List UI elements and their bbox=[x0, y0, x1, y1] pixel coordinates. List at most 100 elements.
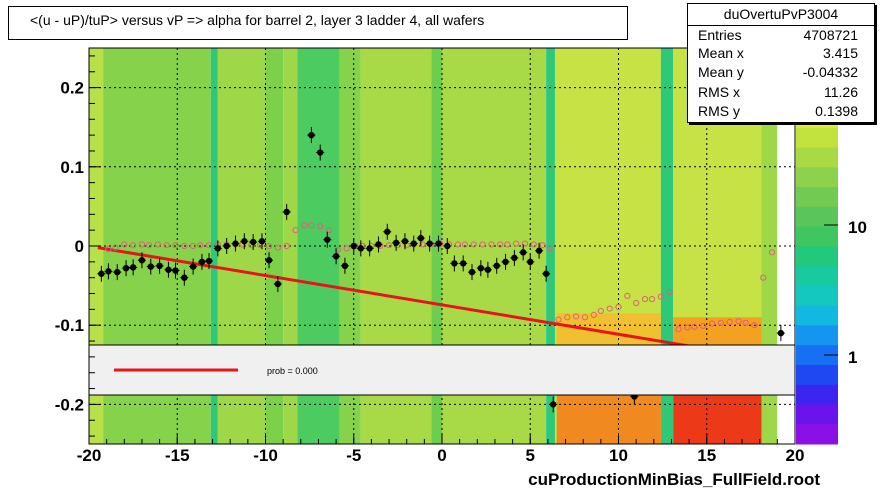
mean-point bbox=[172, 242, 179, 249]
profile-point bbox=[265, 257, 273, 264]
profile-point bbox=[283, 208, 290, 216]
mean-point bbox=[292, 227, 299, 234]
profile-point bbox=[426, 240, 433, 247]
mean-point bbox=[283, 242, 290, 250]
profile-point bbox=[274, 280, 282, 288]
color-bar-label: 1 bbox=[848, 348, 857, 367]
profile-point bbox=[468, 268, 476, 276]
mean-point bbox=[181, 242, 188, 250]
color-bar-cell bbox=[796, 147, 838, 168]
mean-point bbox=[325, 227, 333, 234]
mean-point bbox=[470, 241, 477, 248]
mean-point bbox=[205, 242, 213, 249]
color-bar-cell bbox=[796, 167, 838, 188]
x-tick-label: 10 bbox=[609, 446, 628, 465]
profile-point bbox=[241, 238, 248, 245]
stats-histogram-name: duOvertuPvP3004 bbox=[723, 6, 839, 22]
mean-point bbox=[539, 242, 546, 249]
footer-filename: cuProductionMinBias_FullField.root bbox=[528, 470, 820, 489]
profile-point bbox=[205, 257, 213, 265]
profile-point bbox=[366, 245, 373, 252]
mean-point bbox=[768, 249, 776, 256]
profile-point bbox=[324, 236, 331, 243]
profile-point bbox=[258, 238, 266, 245]
mean-point bbox=[751, 322, 758, 329]
stats-row-mean-x: Mean x 3.415 bbox=[688, 45, 874, 65]
mean-point bbox=[564, 314, 571, 321]
mean-point bbox=[513, 240, 520, 247]
mean-point bbox=[154, 241, 161, 248]
mean-point bbox=[454, 241, 461, 248]
mean-point bbox=[700, 322, 707, 330]
color-bar-cell bbox=[796, 305, 838, 326]
color-bar-cell bbox=[796, 424, 838, 445]
stats-label: RMS y bbox=[698, 103, 740, 119]
profile-point bbox=[156, 262, 163, 269]
profile-point bbox=[105, 268, 112, 275]
mean-point bbox=[555, 316, 562, 323]
color-bar-cell bbox=[796, 127, 838, 149]
mean-point bbox=[760, 274, 767, 281]
mean-point bbox=[641, 295, 649, 303]
mean-point bbox=[597, 307, 604, 315]
mean-point bbox=[691, 323, 698, 330]
profile-point bbox=[444, 242, 451, 250]
stats-label: Mean y bbox=[698, 64, 744, 80]
profile-point bbox=[493, 262, 500, 269]
x-tick-label: -20 bbox=[77, 446, 102, 465]
color-bar-cell bbox=[796, 285, 838, 307]
mean-point bbox=[419, 241, 426, 248]
profile-point bbox=[181, 274, 188, 281]
mean-point bbox=[735, 318, 742, 325]
stats-value: 11.26 bbox=[824, 84, 858, 100]
profile-point bbox=[459, 260, 467, 267]
mean-point bbox=[121, 241, 128, 248]
mean-point bbox=[479, 241, 486, 248]
stats-label: Mean x bbox=[698, 45, 744, 61]
mean-point bbox=[590, 311, 597, 319]
y-tick-label: -0.1 bbox=[55, 316, 84, 335]
color-bar: 1102 bbox=[796, 85, 875, 445]
stats-value: -0.04332 bbox=[802, 64, 858, 80]
x-tick-label: 15 bbox=[697, 446, 716, 465]
x-tick-label: -15 bbox=[165, 446, 190, 465]
profile-point bbox=[392, 239, 400, 247]
profile-point bbox=[401, 238, 409, 245]
mean-point bbox=[708, 320, 716, 327]
mean-point bbox=[726, 318, 733, 326]
stats-value: 3.415 bbox=[822, 45, 858, 61]
profile-point bbox=[223, 242, 230, 250]
mean-point bbox=[274, 244, 281, 251]
color-bar-cell bbox=[796, 364, 838, 386]
profile-point bbox=[511, 254, 518, 262]
profile-point bbox=[114, 268, 121, 276]
mean-point bbox=[521, 240, 529, 247]
profile-point bbox=[477, 264, 485, 272]
color-bar-cell bbox=[796, 246, 838, 267]
mean-point bbox=[573, 313, 580, 320]
mean-point bbox=[190, 242, 197, 250]
fit-line bbox=[97, 246, 707, 351]
mean-point bbox=[385, 242, 393, 249]
y-tick-label: 0 bbox=[75, 237, 84, 256]
mean-point bbox=[657, 293, 664, 300]
color-bar-cell bbox=[796, 206, 838, 228]
y-tick-label: -0.2 bbox=[55, 395, 84, 414]
color-bar-cell bbox=[796, 226, 838, 247]
profile-point bbox=[317, 149, 324, 156]
stats-separator bbox=[688, 25, 874, 26]
profile-point bbox=[198, 258, 206, 266]
stats-label: Entries bbox=[698, 27, 742, 43]
mean-point bbox=[504, 241, 511, 248]
chart-title: <(u - uP)/tuP> versus vP => alpha for ba… bbox=[30, 12, 485, 28]
profile-point bbox=[214, 245, 222, 252]
profile-point bbox=[172, 267, 179, 274]
profile-point bbox=[451, 260, 458, 267]
y-tick-label: 0.1 bbox=[60, 158, 84, 177]
mean-point bbox=[265, 242, 273, 250]
mean-point bbox=[530, 241, 537, 248]
mean-point bbox=[581, 314, 589, 321]
profile-point bbox=[417, 234, 425, 242]
color-bar-cell bbox=[796, 345, 838, 366]
mean-point bbox=[130, 242, 137, 249]
